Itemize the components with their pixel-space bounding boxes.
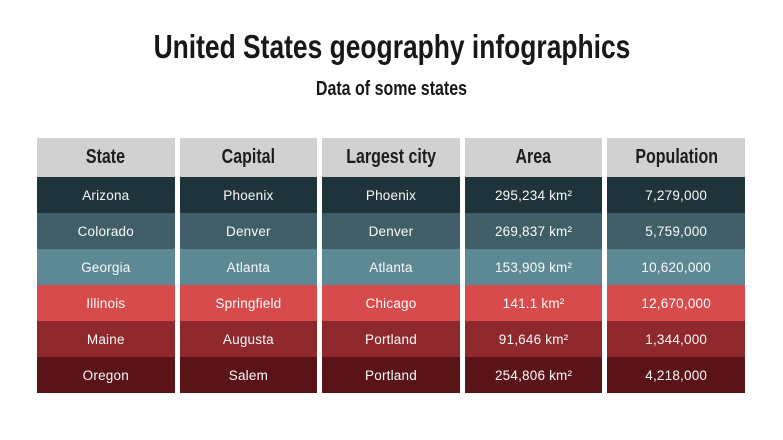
column-header-largest-city: Largest city: [322, 138, 460, 177]
column-header-area: Area: [464, 138, 603, 177]
cell-largest-city: Portland: [365, 331, 417, 347]
cell-area: 91,646 km²: [498, 331, 569, 347]
cell-area: 269,837 km²: [494, 223, 573, 239]
column-header-population: Population: [607, 138, 745, 177]
cell-capital: Augusta: [222, 331, 274, 347]
cell-population: 1,344,000: [645, 331, 708, 347]
cell-largest-city: Chicago: [365, 295, 417, 311]
table-row-colorado: Colorado Denver Denver 269,837 km² 5,759…: [37, 213, 745, 249]
cell-population: 5,759,000: [645, 223, 708, 239]
cell-area: 254,806 km²: [494, 367, 573, 383]
table-row-georgia: Georgia Atlanta Atlanta 153,909 km² 10,6…: [37, 249, 745, 285]
cell-population: 10,620,000: [641, 259, 711, 275]
cell-population: 7,279,000: [645, 187, 708, 203]
cell-area: 295,234 km²: [494, 187, 573, 203]
cell-capital: Phoenix: [223, 187, 274, 203]
cell-capital: Salem: [228, 367, 269, 383]
cell-capital: Springfield: [215, 295, 282, 311]
cell-state: Oregon: [82, 367, 129, 383]
cell-capital: Atlanta: [226, 259, 271, 275]
cell-state: Illinois: [86, 295, 126, 311]
cell-largest-city: Portland: [365, 367, 417, 383]
cell-largest-city: Denver: [368, 223, 414, 239]
table-row-arizona: Arizona Phoenix Phoenix 295,234 km² 7,27…: [37, 177, 745, 213]
page-title: United States geography infographics: [153, 28, 630, 65]
table-header: State Capital Largest city Area Populati…: [37, 138, 745, 177]
cell-capital: Denver: [226, 223, 271, 239]
cell-area: 141.1 km²: [502, 295, 565, 311]
cell-state: Georgia: [81, 259, 131, 275]
cell-state: Arizona: [82, 187, 130, 203]
table-row-maine: Maine Augusta Portland 91,646 km² 1,344,…: [37, 321, 745, 357]
column-header-capital: Capital: [179, 138, 318, 177]
cell-state: Maine: [86, 331, 125, 347]
cell-population: 12,670,000: [641, 295, 711, 311]
table-row-illinois: Illinois Springfield Chicago 141.1 km² 1…: [37, 285, 745, 321]
table-header-row: State Capital Largest city Area Populati…: [37, 138, 745, 177]
page-subtitle: Data of some states: [315, 77, 468, 100]
cell-state: Colorado: [77, 223, 134, 239]
column-header-state: State: [37, 138, 175, 177]
cell-area: 153,909 km²: [494, 259, 573, 275]
states-data-table: State Capital Largest city Area Populati…: [32, 138, 750, 393]
cell-largest-city: Atlanta: [369, 259, 413, 275]
table-row-oregon: Oregon Salem Portland 254,806 km² 4,218,…: [37, 357, 745, 393]
title-block: United States geography infographics Dat…: [0, 0, 783, 100]
cell-largest-city: Phoenix: [365, 187, 417, 203]
cell-population: 4,218,000: [645, 367, 708, 383]
table-body: Arizona Phoenix Phoenix 295,234 km² 7,27…: [37, 177, 745, 393]
